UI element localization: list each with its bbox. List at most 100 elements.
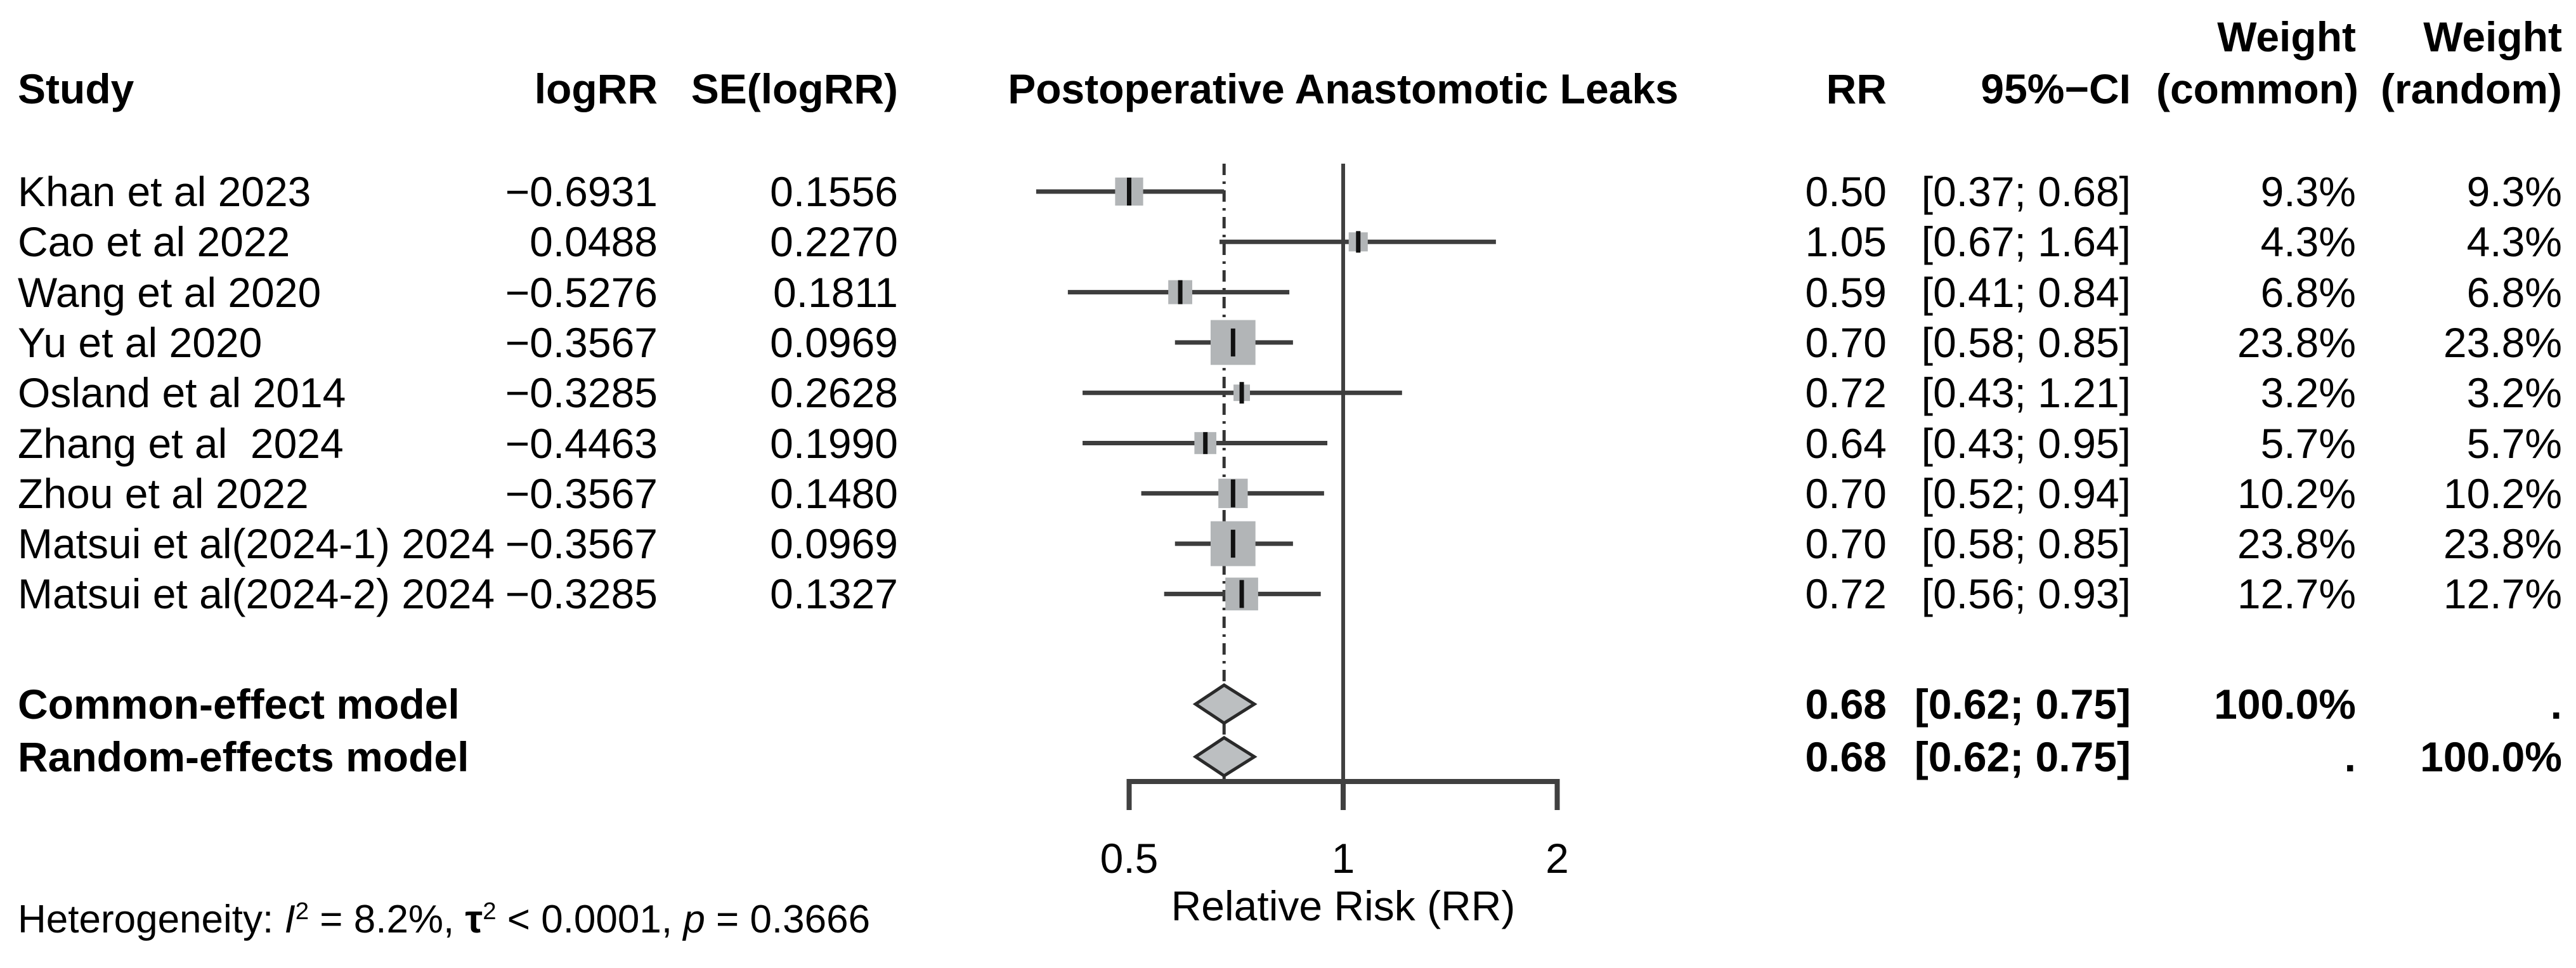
study-rr: 0.59 — [1805, 268, 1887, 316]
study-weight-common: 9.3% — [2260, 168, 2356, 215]
table-row: Matsui et al(2024-1) 2024 −0.3567 0.0969… — [0, 518, 2576, 569]
study-weight-common: 12.7% — [2237, 570, 2356, 618]
study-se: 0.1811 — [773, 268, 898, 316]
column-header-rr: RR — [1826, 65, 1887, 112]
point-estimate-tick — [1230, 530, 1235, 558]
model-weight-common: 100.0% — [2214, 681, 2356, 728]
study-ci: [0.52; 0.94] — [1921, 469, 2131, 517]
point-estimate-tick — [1356, 231, 1361, 253]
study-weight-common: 6.8% — [2260, 268, 2356, 316]
table-row: Zhang et al 2024 −0.4463 0.1990 0.64 [0.… — [0, 418, 2576, 469]
point-estimate-tick — [1239, 580, 1244, 608]
study-weight-random: 3.2% — [2466, 369, 2562, 417]
study-logrr: −0.6931 — [505, 168, 658, 215]
model-weight-common: . — [2344, 733, 2356, 780]
study-logrr: −0.5276 — [505, 268, 658, 316]
study-rr: 0.72 — [1805, 570, 1887, 618]
study-logrr: −0.3567 — [505, 469, 658, 517]
study-weight-random: 9.3% — [2466, 168, 2562, 215]
study-rr: 1.05 — [1805, 218, 1887, 266]
point-estimate-tick — [1239, 382, 1244, 404]
study-weight-common: 3.2% — [2260, 369, 2356, 417]
study-rr: 0.72 — [1805, 369, 1887, 417]
study-se: 0.0969 — [770, 520, 898, 568]
model-weight-random: 100.0% — [2420, 733, 2562, 780]
study-name: Matsui et al(2024-1) 2024 — [18, 520, 495, 568]
random-effects-row: Random-effects model 0.68 [0.62; 0.75] .… — [0, 731, 2576, 782]
table-row: Cao et al 2022 0.0488 0.2270 1.05 [0.67;… — [0, 216, 2576, 267]
study-ci: [0.58; 0.85] — [1921, 520, 2131, 568]
het-p-value: = 0.3666 — [705, 898, 871, 942]
study-weight-random: 23.8% — [2443, 318, 2562, 366]
study-ci: [0.67; 1.64] — [1921, 218, 2131, 266]
point-estimate-tick — [1230, 479, 1235, 507]
table-row: Yu et al 2020 −0.3567 0.0969 0.70 [0.58;… — [0, 317, 2576, 368]
header-row: Study logRR SE(logRR) Postoperative Anas… — [0, 63, 2576, 114]
study-weight-common: 5.7% — [2260, 419, 2356, 467]
study-rr: 0.50 — [1805, 168, 1887, 215]
study-logrr: −0.4463 — [505, 419, 658, 467]
common-effect-diamond — [1192, 683, 1258, 725]
model-weight-random: . — [2550, 681, 2562, 728]
study-logrr: −0.3567 — [505, 520, 658, 568]
table-row: Matsui et al(2024-2) 2024 −0.3285 0.1327… — [0, 568, 2576, 619]
study-ci: [0.58; 0.85] — [1921, 318, 2131, 366]
study-logrr: −0.3285 — [505, 570, 658, 618]
study-rr: 0.70 — [1805, 520, 1887, 568]
study-weight-common: 23.8% — [2237, 520, 2356, 568]
study-name: Khan et al 2023 — [18, 168, 311, 215]
x-axis-tick-label: 2 — [1545, 835, 1569, 882]
model-rr: 0.68 — [1805, 733, 1887, 780]
common-effect-row: Common-effect model 0.68 [0.62; 0.75] 10… — [0, 679, 2576, 729]
random-effects-diamond — [1192, 736, 1258, 778]
study-name: Zhou et al 2022 — [18, 469, 309, 517]
study-weight-common: 10.2% — [2237, 469, 2356, 517]
study-se: 0.1480 — [770, 469, 898, 517]
study-se: 0.1327 — [770, 570, 898, 618]
het-tau-sup: 2 — [483, 898, 497, 925]
model-name: Common-effect model — [18, 681, 460, 728]
study-rr: 0.70 — [1805, 318, 1887, 366]
table-row: Osland et al 2014 −0.3285 0.2628 0.72 [0… — [0, 367, 2576, 418]
study-weight-random: 6.8% — [2466, 268, 2562, 316]
header-row-weights: Weight Weight — [0, 11, 2576, 62]
study-weight-random: 4.3% — [2466, 218, 2562, 266]
plot-title: Postoperative Anastomotic Leaks — [1008, 65, 1679, 112]
het-i-sup: 2 — [295, 898, 309, 925]
study-rr: 0.70 — [1805, 469, 1887, 517]
study-logrr: 0.0488 — [530, 218, 658, 266]
column-header-study: Study — [18, 65, 134, 112]
study-logrr: −0.3567 — [505, 318, 658, 366]
column-header-se: SE(logRR) — [691, 65, 898, 112]
study-ci: [0.41; 0.84] — [1921, 268, 2131, 316]
model-rr: 0.68 — [1805, 681, 1887, 728]
study-name: Wang et al 2020 — [18, 268, 322, 316]
study-ci: [0.43; 1.21] — [1921, 369, 2131, 417]
study-se: 0.1556 — [770, 168, 898, 215]
het-i-symbol: I — [284, 898, 296, 942]
column-header-weight-random-word: Weight — [2423, 13, 2562, 60]
het-p-symbol: p — [683, 898, 705, 942]
study-name: Cao et al 2022 — [18, 218, 290, 266]
point-estimate-tick — [1203, 432, 1208, 454]
table-row: Wang et al 2020 −0.5276 0.1811 0.59 [0.4… — [0, 267, 2576, 318]
study-name: Osland et al 2014 — [18, 369, 346, 417]
column-header-weight-random: (random) — [2381, 65, 2562, 112]
table-row: Zhou et al 2022 −0.3567 0.1480 0.70 [0.5… — [0, 468, 2576, 519]
x-axis-label: Relative Risk (RR) — [1171, 882, 1516, 929]
study-weight-random: 23.8% — [2443, 520, 2562, 568]
study-se: 0.2270 — [770, 218, 898, 266]
point-estimate-tick — [1178, 280, 1183, 304]
point-estimate-tick — [1230, 328, 1235, 356]
het-prefix: Heterogeneity: — [18, 898, 285, 942]
heterogeneity-note: Heterogeneity: I2 = 8.2%, τ2 < 0.0001, p… — [18, 886, 870, 941]
het-i-value: = 8.2%, — [309, 898, 465, 942]
column-header-weight-common-word: Weight — [2217, 13, 2356, 60]
study-name: Yu et al 2020 — [18, 318, 263, 366]
column-header-ci: 95%−CI — [1981, 65, 2131, 112]
het-tau-symbol: τ — [465, 898, 483, 942]
x-axis-tick-label: 0.5 — [1100, 835, 1159, 882]
model-name: Random-effects model — [18, 733, 469, 780]
